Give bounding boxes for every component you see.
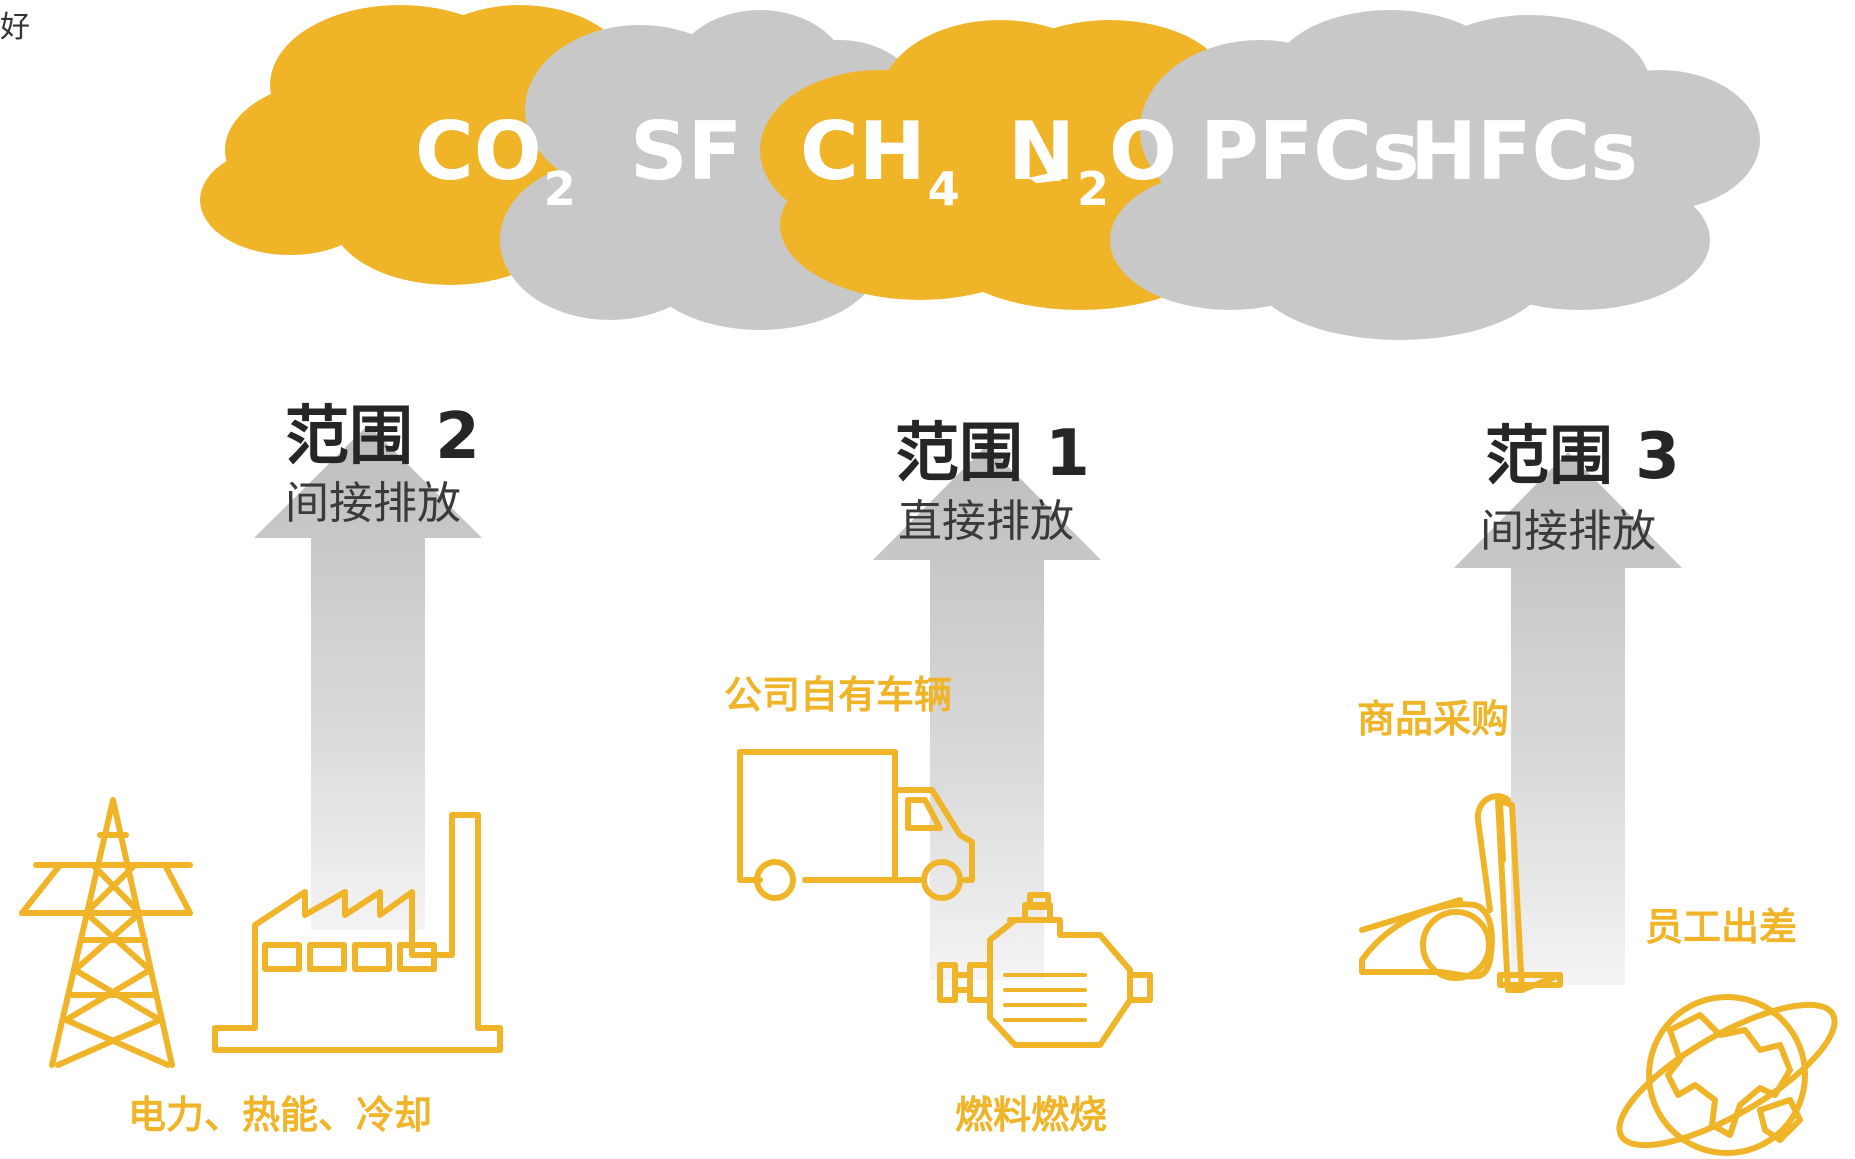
scope3-subtitle: 间接排放	[1480, 506, 1656, 557]
gas-n2o-label: N2O	[1008, 105, 1177, 216]
category-vehicles-label: 公司自有车辆	[724, 673, 953, 717]
gas-sf-label: SF	[630, 105, 743, 198]
vacuum-cleaner-icon	[1359, 793, 1563, 993]
scope2-arrow	[254, 425, 482, 930]
truck-icon	[737, 749, 975, 901]
category-goods-label: 商品采购	[1357, 697, 1510, 741]
scope2-subtitle: 间接排放	[285, 478, 461, 529]
scope3-title: 范围 3	[1485, 420, 1680, 494]
category-travel-label: 员工出差	[1645, 905, 1798, 949]
gas-hfcs-label: HFCs	[1410, 105, 1638, 198]
factory-icon	[212, 812, 503, 1053]
scope1-title: 范围 1	[895, 417, 1090, 491]
category-power-label: 电力、热能、冷却	[128, 1093, 433, 1137]
gray-cloud-right	[1110, 10, 1760, 340]
transmission-tower-icon	[19, 797, 193, 1068]
category-fuel-label: 燃料燃烧	[955, 1093, 1108, 1137]
scope1-subtitle: 直接排放	[898, 496, 1074, 547]
gas-co2-label: CO2	[415, 105, 576, 216]
gas-pfcs-label: PFCs	[1200, 105, 1420, 198]
engine-icon	[937, 892, 1153, 1048]
scope2-title: 范围 2	[285, 400, 480, 474]
scope3-arrow	[1454, 452, 1682, 985]
scope1-arrow	[873, 445, 1101, 980]
globe-icon	[1616, 994, 1838, 1156]
gas-clouds	[200, 5, 1760, 340]
gas-ch4-label: CH4	[800, 105, 960, 216]
corner-text: 好	[0, 10, 30, 45]
